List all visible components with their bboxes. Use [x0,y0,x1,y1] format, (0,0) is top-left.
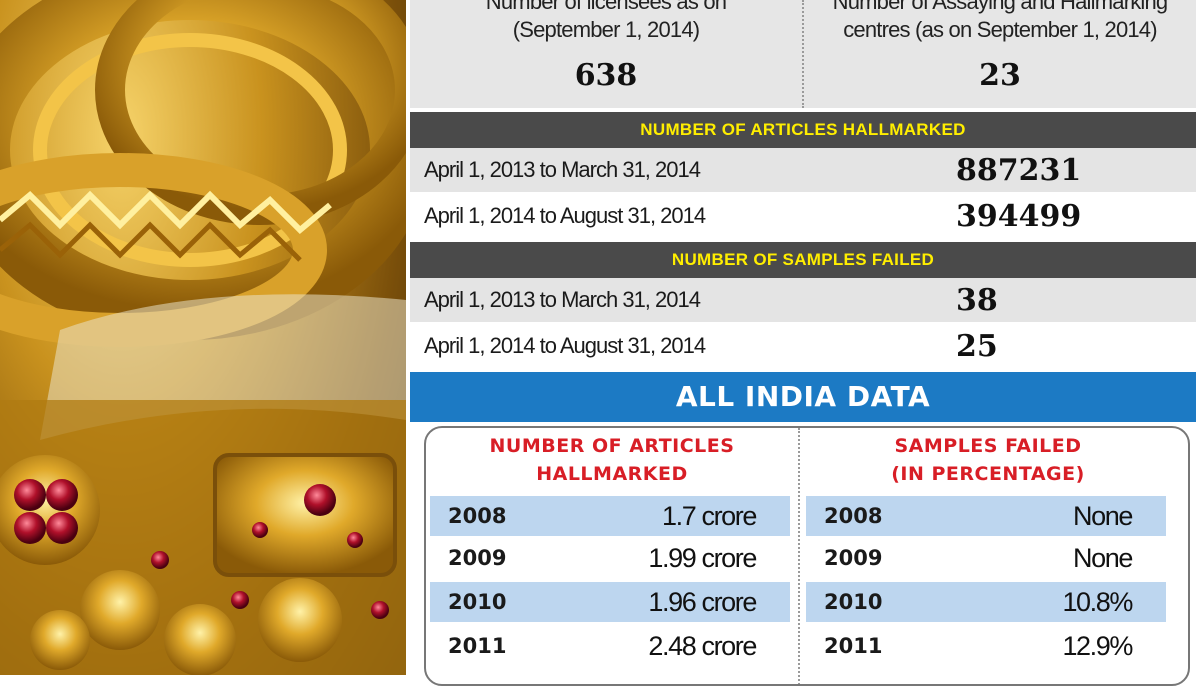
all-india-title: ALL INDIA DATA [675,380,931,413]
gold-jewellery-image [0,0,406,675]
failed-year-row: 2011 12.9% [806,626,1166,666]
hallmarked-column-head: NUMBER OF ARTICLES HALLMARKED [426,432,798,488]
centres-cell: Number of Assaying and Hallmarking centr… [802,0,1196,108]
licensees-label-line2: (September 1, 2014) [512,17,700,42]
failed-head-line1: SAMPLES FAILED [894,435,1082,457]
centres-label-line2: centres (as on September 1, 2014) [843,17,1157,42]
all-india-table: NUMBER OF ARTICLES HALLMARKED 2008 1.7 c… [424,426,1190,686]
failed-head-line2: (IN PERCENTAGE) [891,463,1085,485]
year-label: 2009 [448,546,507,570]
failed-column: SAMPLES FAILED (IN PERCENTAGE) 2008 None… [802,428,1174,684]
licensees-cell: Number of licensees as on (September 1, … [410,0,802,108]
hallmarked-head-line2: HALLMARKED [536,463,688,485]
centres-label-line1: Number of Assaying and Hallmarking [832,0,1169,14]
samples-period: April 1, 2014 to August 31, 2014 [424,333,706,358]
hallmarked-column: NUMBER OF ARTICLES HALLMARKED 2008 1.7 c… [426,428,798,684]
jewellery-illustration [0,0,406,675]
licensees-label: Number of licensees as on (September 1, … [410,0,802,44]
hallmarked-value: 1.7 crore [662,500,757,531]
samples-row: April 1, 2013 to March 31, 2014 38 [410,278,1196,322]
hallmarked-year-row: 2009 1.99 crore [430,538,790,578]
failed-value: 12.9% [1062,630,1133,661]
failed-column-head: SAMPLES FAILED (IN PERCENTAGE) [802,432,1174,488]
failed-value: 10.8% [1062,586,1133,617]
samples-period: April 1, 2013 to March 31, 2014 [424,287,701,312]
column-divider [798,428,800,684]
centres-value: 23 [979,58,1021,93]
articles-row: April 1, 2014 to August 31, 2014 394499 [410,194,1196,238]
licensees-label-line1: Number of licensees as on [485,0,727,14]
samples-row: April 1, 2014 to August 31, 2014 25 [410,324,1196,368]
year-label: 2010 [448,590,507,614]
hallmarked-head-line1: NUMBER OF ARTICLES [489,435,735,457]
summary-row: Number of licensees as on (September 1, … [410,0,1196,108]
hallmarked-value: 2.48 crore [648,630,757,661]
articles-row: April 1, 2013 to March 31, 2014 887231 [410,148,1196,192]
failed-value: None [1073,500,1133,531]
articles-period: April 1, 2013 to March 31, 2014 [424,157,701,182]
articles-hallmarked-title: NUMBER OF ARTICLES HALLMARKED [640,120,966,139]
articles-period: April 1, 2014 to August 31, 2014 [424,203,706,228]
failed-year-row: 2008 None [806,496,1166,536]
all-india-header: ALL INDIA DATA [410,372,1196,422]
samples-failed-header: NUMBER OF SAMPLES FAILED [410,242,1196,278]
year-label: 2009 [824,546,883,570]
failed-value: None [1073,542,1133,573]
hallmarking-info-panel: Number of licensees as on (September 1, … [406,0,1200,686]
articles-value: 394499 [956,198,1082,234]
year-label: 2011 [824,634,883,658]
failed-year-row: 2010 10.8% [806,582,1166,622]
hallmarked-value: 1.99 crore [648,542,757,573]
hallmarked-value: 1.96 crore [648,586,757,617]
centres-label: Number of Assaying and Hallmarking centr… [804,0,1196,44]
failed-year-row: 2009 None [806,538,1166,578]
samples-value: 38 [956,282,998,318]
year-label: 2008 [824,504,883,528]
hallmarked-year-row: 2008 1.7 crore [430,496,790,536]
year-label: 2011 [448,634,507,658]
samples-failed-title: NUMBER OF SAMPLES FAILED [671,250,935,269]
hallmarked-year-row: 2010 1.96 crore [430,582,790,622]
hallmarked-year-row: 2011 2.48 crore [430,626,790,666]
licensees-value: 638 [574,58,638,93]
articles-value: 887231 [956,152,1082,188]
articles-hallmarked-header: NUMBER OF ARTICLES HALLMARKED [410,112,1196,148]
samples-value: 25 [956,328,998,364]
year-label: 2010 [824,590,883,614]
year-label: 2008 [448,504,507,528]
